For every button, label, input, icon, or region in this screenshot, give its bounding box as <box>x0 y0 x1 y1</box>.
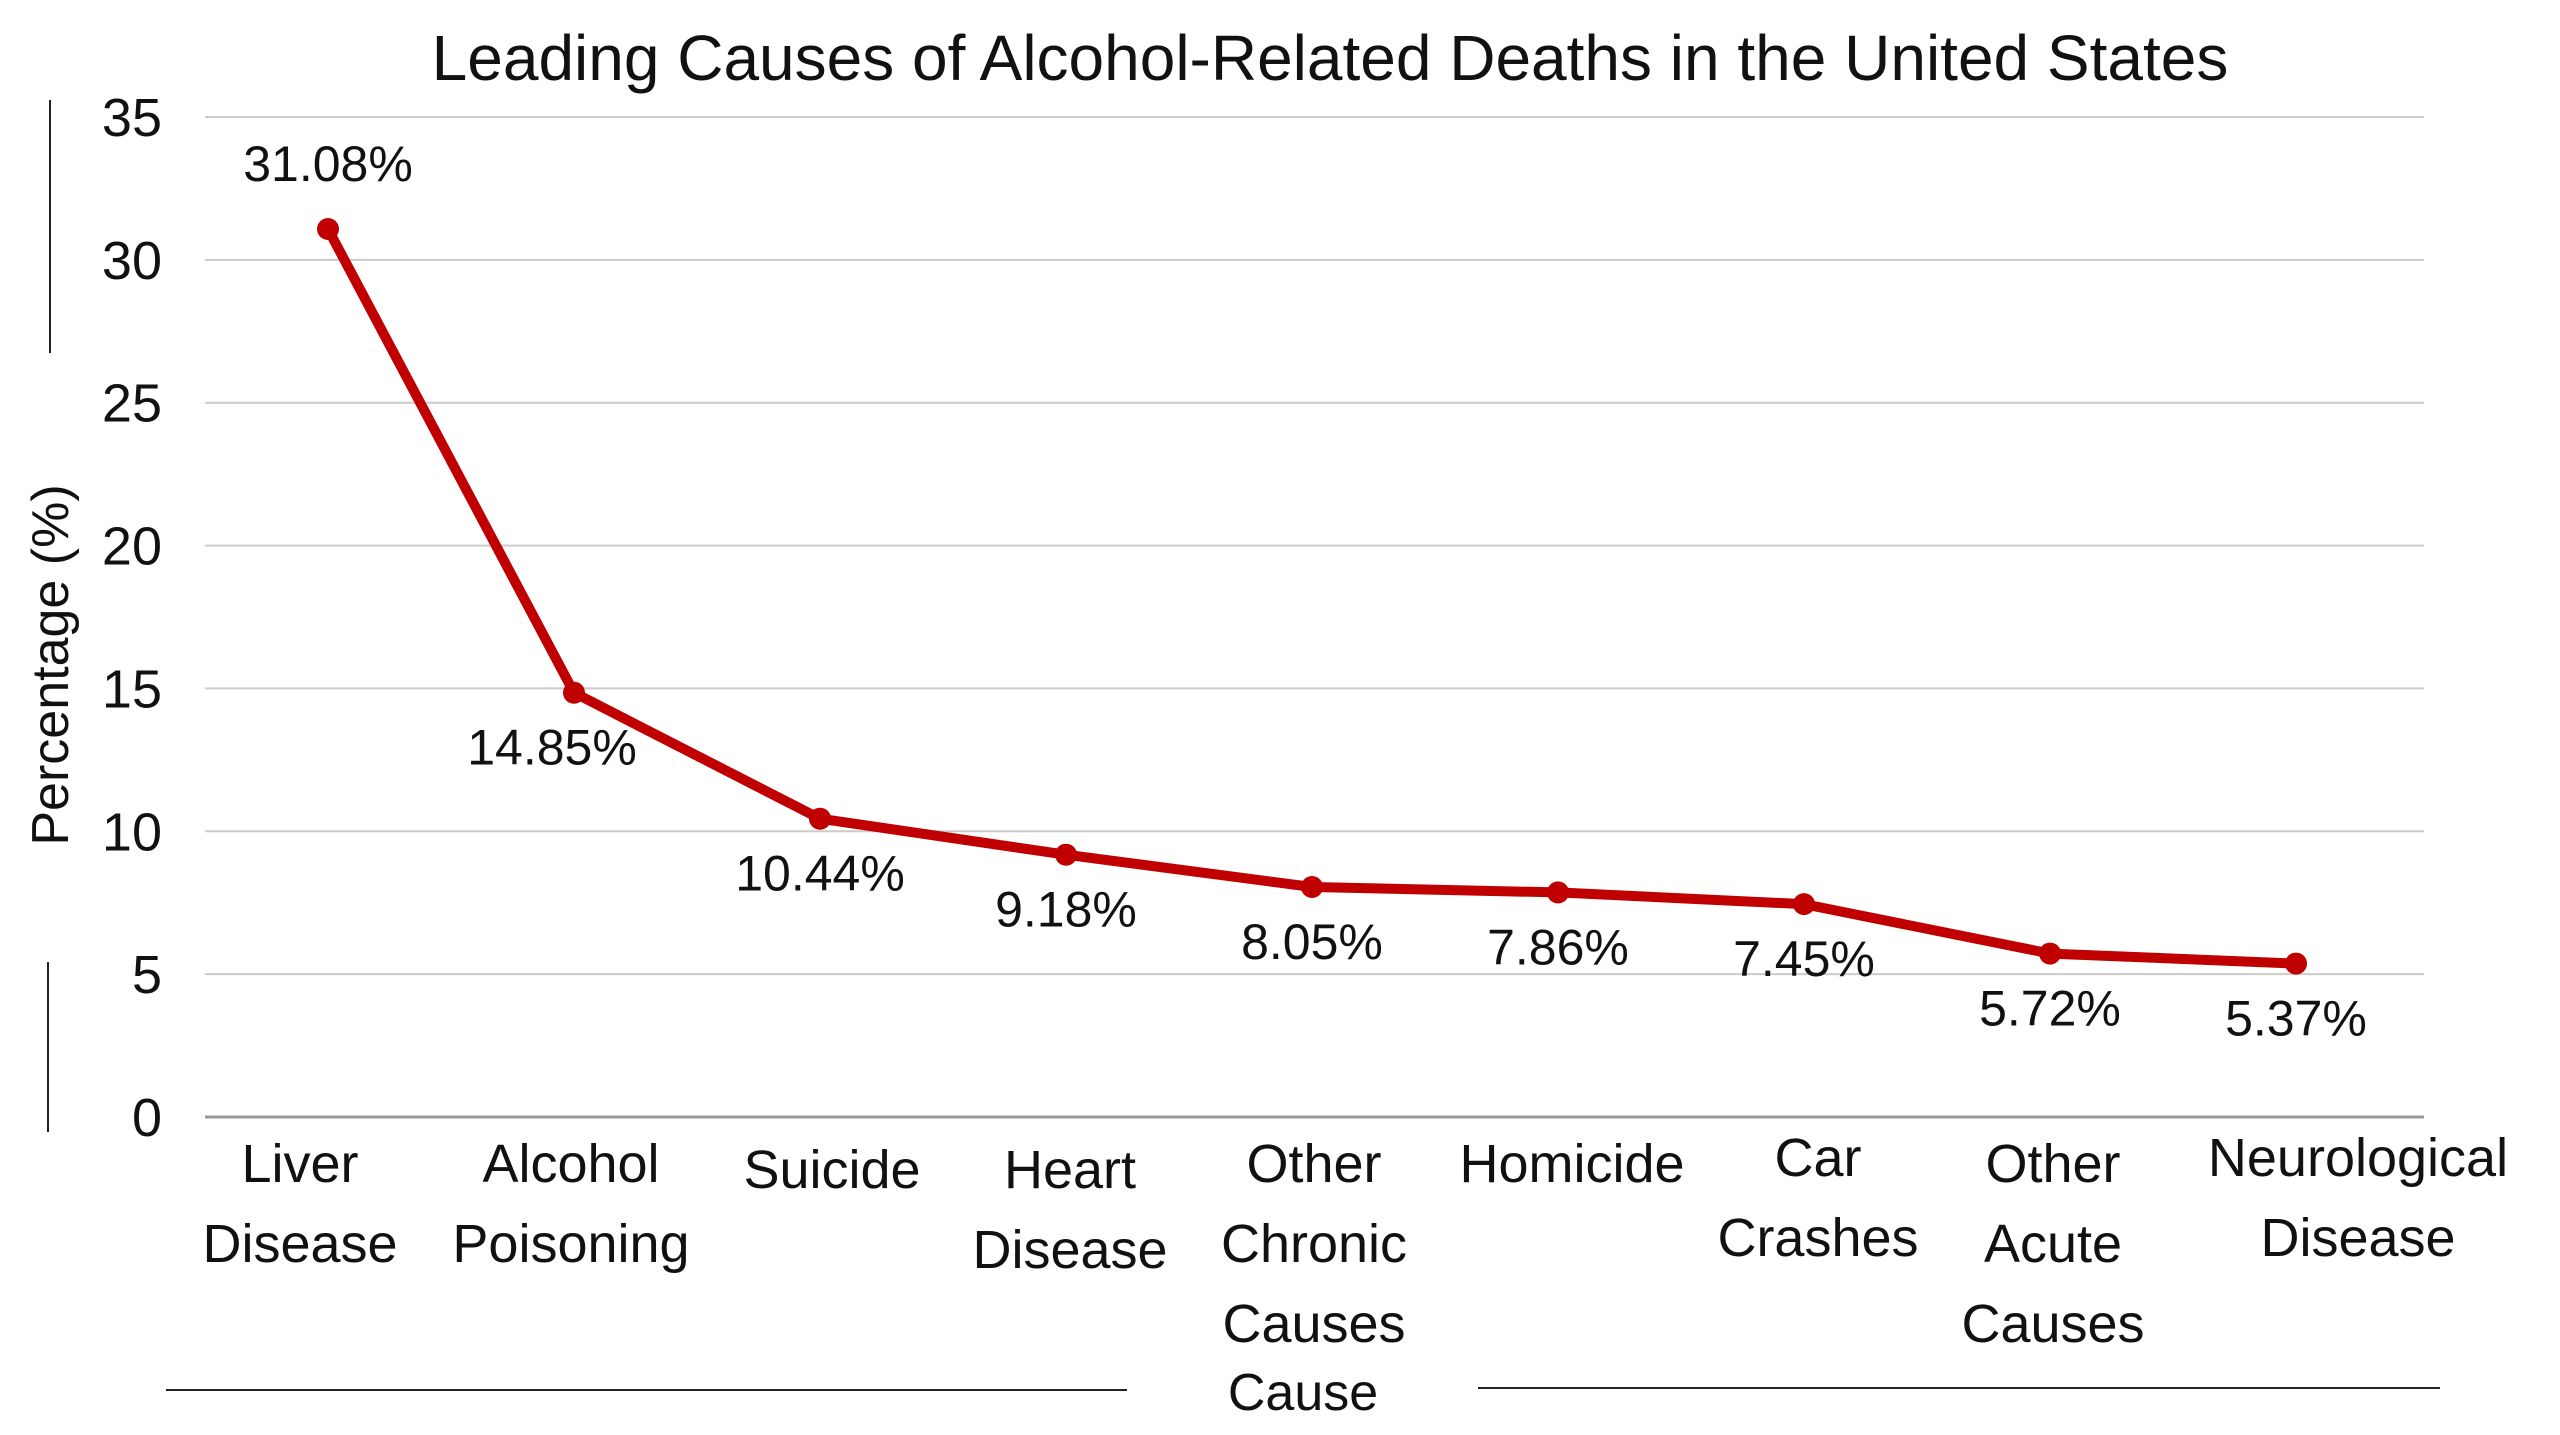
data-label: 31.08% <box>243 136 413 192</box>
y-axis-ticks: 0 5 10 15 20 25 30 35 <box>102 88 162 1148</box>
y-tick-label: 35 <box>102 88 162 148</box>
data-label: 9.18% <box>995 882 1137 938</box>
data-label: 5.37% <box>2225 991 2367 1047</box>
x-category-label: Car Crashes <box>1717 1128 1918 1268</box>
x-category-label: Homicide <box>1459 1134 1684 1194</box>
data-point <box>1055 843 1077 866</box>
data-point <box>2285 952 2307 975</box>
x-axis-categories: Liver Disease Alcohol Poisoning Suicide Heart… <box>202 1128 2508 1354</box>
y-tick-label: 5 <box>132 945 162 1005</box>
x-category-label: Alcohol Poisoning <box>452 1134 689 1274</box>
data-point <box>1547 881 1569 904</box>
data-point <box>317 218 339 240</box>
data-point <box>2039 942 2061 965</box>
data-label: 14.85% <box>467 720 637 776</box>
data-label: 5.72% <box>1979 981 2121 1037</box>
y-tick-label: 10 <box>102 802 162 862</box>
x-axis-label: Cause <box>1228 1364 1378 1422</box>
chart-title: Leading Causes of Alcohol-Related Deaths… <box>432 22 2229 94</box>
x-category-label: Suicide <box>743 1140 920 1200</box>
x-category-label: Liver Disease <box>202 1134 397 1274</box>
data-label: 8.05% <box>1241 914 1383 970</box>
data-label: 10.44% <box>735 846 905 902</box>
series-line: 31.08% 14.85% 10.44% 9.18% 8.05% 7.86% 7.45% 5.… <box>243 136 2367 1047</box>
y-axis-label: Percentage (%) <box>22 484 80 845</box>
y-tick-label: 30 <box>102 231 162 291</box>
y-tick-label: 25 <box>102 374 162 434</box>
x-category-label: Other Chronic Causes <box>1221 1134 1407 1354</box>
x-category-label: Other Acute Causes <box>1961 1134 2144 1354</box>
x-category-label: Heart Disease <box>972 1140 1167 1280</box>
series-path <box>323 226 2297 969</box>
data-point <box>1301 876 1323 898</box>
data-label: 7.45% <box>1733 931 1875 987</box>
y-tick-label: 20 <box>102 517 162 577</box>
data-point <box>1793 893 1815 916</box>
y-tick-label: 15 <box>102 659 162 719</box>
data-point <box>809 807 831 830</box>
data-point <box>563 681 585 704</box>
data-label: 7.86% <box>1487 919 1629 975</box>
y-tick-label: 0 <box>132 1088 162 1148</box>
x-category-label: Neurological Disease <box>2208 1128 2508 1268</box>
